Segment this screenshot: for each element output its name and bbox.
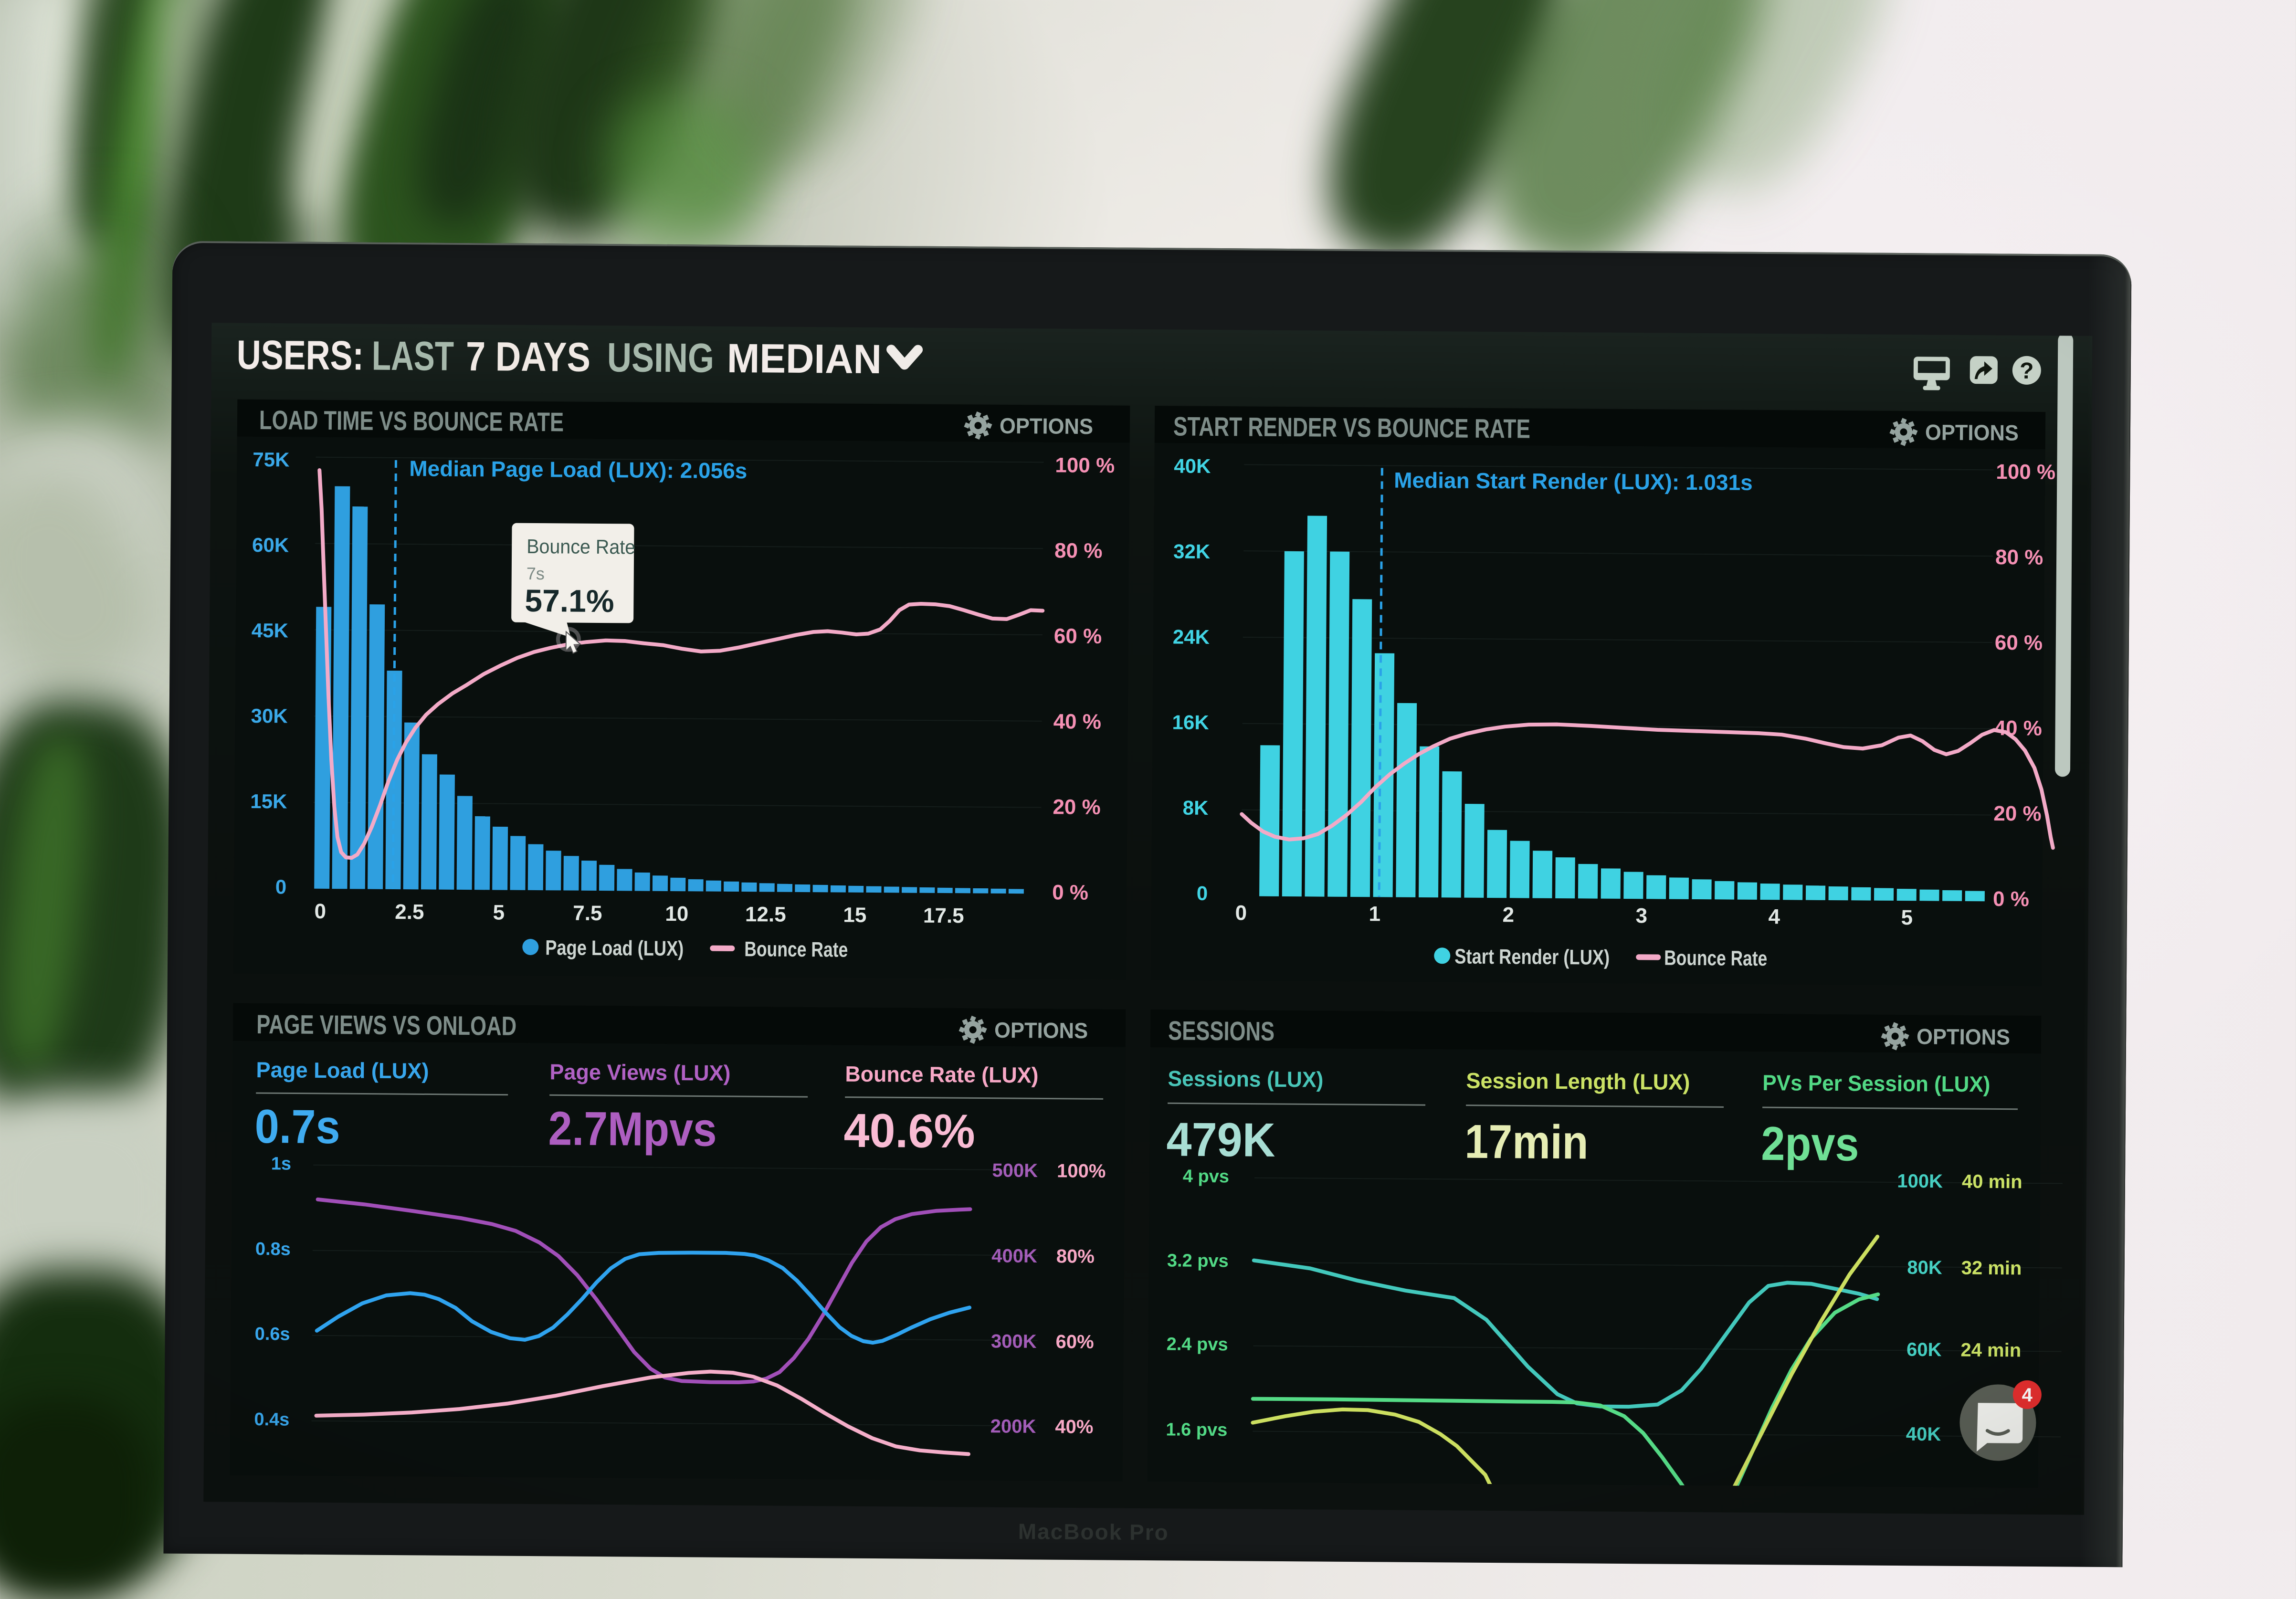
svg-text:Page Load (LUX): Page Load (LUX)	[545, 936, 684, 960]
svg-text:4: 4	[1768, 905, 1780, 928]
svg-text:3.2 pvs: 3.2 pvs	[1167, 1251, 1229, 1271]
svg-text:LOAD TIME VS BOUNCE RATE: LOAD TIME VS BOUNCE RATE	[259, 405, 564, 437]
svg-text:15: 15	[843, 904, 866, 927]
svg-text:0: 0	[1235, 901, 1247, 925]
svg-text:12.5: 12.5	[745, 903, 786, 926]
svg-text:2.7Mpvs: 2.7Mpvs	[548, 1102, 717, 1156]
svg-text:0.4s: 0.4s	[254, 1410, 289, 1430]
svg-text:Bounce Rate: Bounce Rate	[1664, 947, 1767, 971]
svg-text:8K: 8K	[1183, 797, 1209, 819]
svg-text:0.8s: 0.8s	[255, 1239, 291, 1260]
svg-text:0 %: 0 %	[1993, 887, 2029, 911]
svg-text:479K: 479K	[1166, 1113, 1275, 1167]
svg-text:OPTIONS: OPTIONS	[1917, 1024, 2010, 1049]
svg-text:60%: 60%	[1055, 1331, 1094, 1353]
svg-text:MEDIAN: MEDIAN	[727, 336, 882, 382]
svg-text:PAGE VIEWS VS ONLOAD: PAGE VIEWS VS ONLOAD	[256, 1009, 516, 1041]
svg-text:80%: 80%	[1056, 1246, 1095, 1267]
svg-text:4: 4	[2022, 1385, 2033, 1406]
svg-text:7 DAYS: 7 DAYS	[466, 334, 591, 380]
svg-text:40 %: 40 %	[1053, 710, 1101, 734]
svg-text:40K: 40K	[1174, 454, 1211, 477]
svg-text:60 %: 60 %	[1054, 624, 1102, 648]
svg-text:100%: 100%	[1057, 1160, 1106, 1182]
svg-text:0: 0	[275, 875, 287, 898]
svg-text:16K: 16K	[1172, 711, 1209, 734]
svg-text:60K: 60K	[1906, 1339, 1942, 1361]
svg-text:40%: 40%	[1055, 1416, 1093, 1438]
svg-text:LAST: LAST	[372, 333, 454, 379]
svg-text:40 %: 40 %	[1994, 716, 2042, 740]
svg-text:80 %: 80 %	[1054, 539, 1103, 563]
svg-text:SESSIONS: SESSIONS	[1168, 1015, 1274, 1046]
svg-text:OPTIONS: OPTIONS	[1000, 413, 1093, 439]
svg-text:OPTIONS: OPTIONS	[1925, 420, 2019, 445]
svg-text:1.6 pvs: 1.6 pvs	[1166, 1420, 1227, 1440]
svg-text:200K: 200K	[990, 1416, 1036, 1437]
svg-text:Start Render (LUX): Start Render (LUX)	[1454, 945, 1610, 969]
svg-text:17.5: 17.5	[923, 904, 964, 928]
svg-text:Page Load (LUX): Page Load (LUX)	[256, 1057, 429, 1084]
svg-text:10: 10	[665, 902, 688, 926]
svg-text:0: 0	[1197, 882, 1208, 905]
svg-text:32 min: 32 min	[1961, 1257, 2022, 1279]
svg-text:Bounce Rate: Bounce Rate	[744, 937, 848, 962]
svg-text:2.4 pvs: 2.4 pvs	[1167, 1334, 1228, 1355]
svg-text:75K: 75K	[253, 448, 289, 471]
svg-text:20 %: 20 %	[1993, 802, 2042, 826]
svg-text:57.1%: 57.1%	[525, 583, 614, 619]
svg-text:4 pvs: 4 pvs	[1183, 1167, 1229, 1187]
svg-text:0 %: 0 %	[1052, 881, 1088, 905]
svg-text:40.6%: 40.6%	[843, 1104, 975, 1158]
svg-text:?: ?	[2020, 358, 2034, 384]
svg-text:100 %: 100 %	[1996, 460, 2055, 484]
svg-text:PVs Per Session (LUX): PVs Per Session (LUX)	[1762, 1070, 1990, 1096]
svg-text:Median Start Render (LUX): 1.0: Median Start Render (LUX): 1.031s	[1394, 468, 1753, 495]
svg-text:100 %: 100 %	[1055, 453, 1115, 477]
svg-text:5: 5	[1901, 906, 1913, 929]
svg-text:USING: USING	[607, 335, 715, 381]
svg-text:60 %: 60 %	[1995, 631, 2043, 655]
svg-text:5: 5	[493, 901, 505, 924]
svg-text:60K: 60K	[252, 534, 289, 557]
svg-text:20 %: 20 %	[1053, 795, 1101, 819]
svg-text:0.6s: 0.6s	[255, 1324, 290, 1345]
svg-text:0.7s: 0.7s	[254, 1100, 340, 1154]
svg-text:400K: 400K	[991, 1245, 1037, 1267]
svg-text:24 min: 24 min	[1960, 1339, 2021, 1361]
svg-text:2: 2	[1502, 903, 1514, 926]
svg-text:Bounce Rate: Bounce Rate	[527, 535, 635, 558]
svg-text:2.5: 2.5	[395, 900, 424, 924]
svg-text:Session Length (LUX): Session Length (LUX)	[1466, 1068, 1690, 1094]
svg-text:30K: 30K	[251, 705, 287, 727]
svg-text:40K: 40K	[1906, 1424, 1941, 1445]
svg-text:1s: 1s	[271, 1154, 292, 1174]
svg-text:500K: 500K	[992, 1160, 1038, 1181]
svg-text:OPTIONS: OPTIONS	[994, 1018, 1088, 1043]
svg-text:START RENDER VS BOUNCE RATE: START RENDER VS BOUNCE RATE	[1173, 411, 1530, 443]
svg-text:24K: 24K	[1173, 625, 1210, 648]
svg-text:Page Views (LUX): Page Views (LUX)	[549, 1059, 730, 1085]
svg-text:Median Page Load (LUX): 2.056s: Median Page Load (LUX): 2.056s	[409, 456, 747, 483]
svg-text:0: 0	[314, 900, 326, 923]
svg-text:32K: 32K	[1173, 540, 1210, 563]
svg-text:300K: 300K	[991, 1331, 1037, 1352]
svg-text:15K: 15K	[250, 790, 287, 813]
svg-text:45K: 45K	[252, 619, 288, 642]
svg-text:17min: 17min	[1464, 1115, 1589, 1169]
svg-text:7.5: 7.5	[573, 902, 602, 925]
svg-text:Bounce Rate (LUX): Bounce Rate (LUX)	[845, 1062, 1038, 1088]
svg-text:1: 1	[1369, 902, 1380, 926]
svg-text:40 min: 40 min	[1962, 1171, 2022, 1192]
svg-text:USERS:: USERS:	[237, 332, 364, 379]
svg-text:80 %: 80 %	[1995, 546, 2043, 569]
svg-text:2pvs: 2pvs	[1761, 1117, 1859, 1171]
svg-text:100K: 100K	[1897, 1171, 1943, 1192]
svg-text:3: 3	[1635, 904, 1647, 927]
svg-text:7s: 7s	[527, 564, 545, 583]
svg-text:Sessions (LUX): Sessions (LUX)	[1168, 1066, 1323, 1092]
svg-text:80K: 80K	[1907, 1257, 1942, 1279]
